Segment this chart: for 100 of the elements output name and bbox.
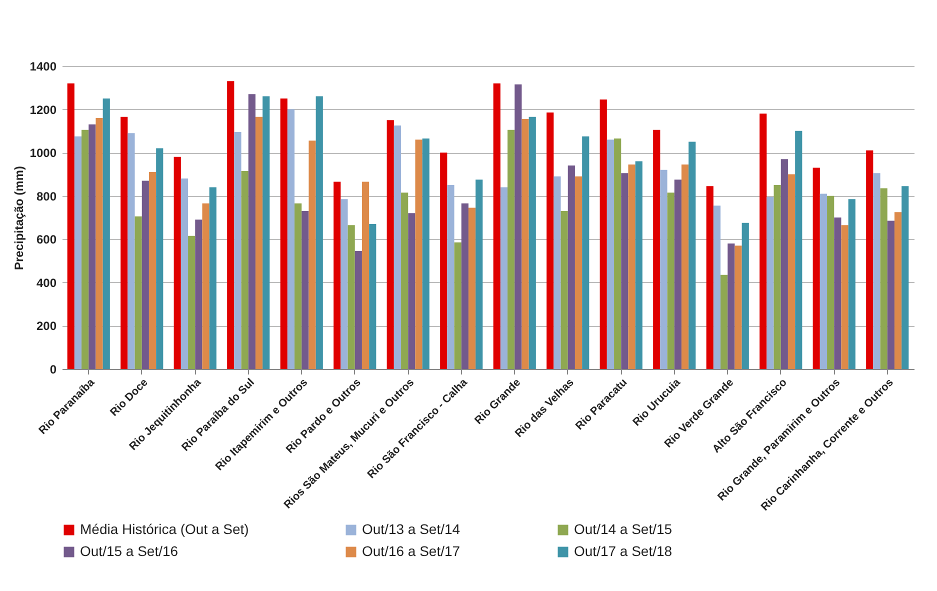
y-tick-label: 800 xyxy=(36,189,57,204)
bar xyxy=(369,224,376,369)
bar xyxy=(788,174,796,369)
bar xyxy=(880,188,888,369)
bar xyxy=(348,225,355,369)
bar xyxy=(174,156,181,369)
legend-label: Out/16 a Set/17 xyxy=(362,543,460,559)
y-tick-label: 1400 xyxy=(30,60,57,74)
bar xyxy=(780,159,788,369)
bar xyxy=(148,172,156,369)
bar xyxy=(734,246,742,369)
bar xyxy=(362,182,370,369)
bar xyxy=(422,138,430,369)
bar xyxy=(628,164,636,369)
y-tick-label: 400 xyxy=(36,276,57,290)
bar xyxy=(468,208,476,369)
bar xyxy=(440,152,448,369)
bar xyxy=(574,176,582,369)
bar xyxy=(302,211,309,369)
bar xyxy=(728,243,735,369)
bar xyxy=(415,140,422,369)
legend-label: Out/15 a Set/16 xyxy=(80,543,178,559)
bar xyxy=(308,140,316,369)
bar xyxy=(635,161,642,369)
bar xyxy=(454,242,462,369)
bar xyxy=(820,194,828,369)
bar xyxy=(848,199,856,369)
bar xyxy=(67,83,74,369)
bar xyxy=(386,120,394,369)
y-axis-title: Precipitação (mm) xyxy=(12,166,26,270)
bar xyxy=(262,96,270,369)
bar xyxy=(841,225,848,369)
bar xyxy=(688,142,696,369)
bar xyxy=(202,203,210,369)
bar xyxy=(546,112,554,369)
bar xyxy=(82,130,89,369)
bar xyxy=(621,173,628,369)
bar xyxy=(476,180,483,369)
bar xyxy=(156,148,164,369)
bar xyxy=(142,180,149,369)
bar xyxy=(493,83,500,369)
bar xyxy=(188,236,196,369)
bar xyxy=(554,176,561,369)
bar xyxy=(568,166,575,369)
bar xyxy=(102,98,110,369)
bar xyxy=(660,170,668,369)
bar xyxy=(766,196,774,369)
legend-label: Out/14 a Set/15 xyxy=(574,521,672,537)
bar xyxy=(180,178,188,369)
bar xyxy=(514,84,522,369)
bar xyxy=(681,164,689,369)
bar xyxy=(600,100,607,369)
bar xyxy=(834,218,842,369)
bar xyxy=(706,186,714,369)
bar xyxy=(334,182,341,369)
bar xyxy=(500,187,508,369)
bar xyxy=(255,116,263,369)
y-tick-label: 1000 xyxy=(30,146,57,160)
bar xyxy=(720,274,728,369)
bar xyxy=(280,98,288,369)
bar xyxy=(234,132,242,369)
legend-label: Média Histórica (Out a Set) xyxy=(80,521,249,537)
bar xyxy=(522,119,529,369)
bar xyxy=(209,187,216,369)
bar xyxy=(582,136,590,369)
bar xyxy=(88,124,96,369)
bar xyxy=(401,192,408,369)
bar xyxy=(667,192,674,369)
bar xyxy=(774,185,781,369)
bar xyxy=(227,81,234,369)
bar xyxy=(96,118,103,369)
bar xyxy=(447,185,454,369)
bar xyxy=(508,130,515,369)
bar xyxy=(394,126,402,369)
bar xyxy=(614,138,622,369)
bar xyxy=(128,133,135,369)
bar xyxy=(713,206,721,369)
bar xyxy=(887,220,894,369)
bar xyxy=(866,150,874,369)
bar xyxy=(195,220,202,369)
bar xyxy=(134,216,142,369)
bar xyxy=(653,130,660,369)
bar xyxy=(408,213,416,369)
bar xyxy=(674,180,682,369)
y-tick-label: 600 xyxy=(36,232,57,247)
bar xyxy=(287,109,295,369)
bar xyxy=(74,136,82,369)
y-tick-label: 0 xyxy=(50,362,57,376)
bar xyxy=(294,203,302,369)
bar xyxy=(560,211,568,369)
bar xyxy=(461,203,468,369)
bar xyxy=(894,212,902,369)
y-tick-label: 200 xyxy=(36,319,57,334)
legend-label: Out/17 a Set/18 xyxy=(574,543,672,559)
bar xyxy=(248,94,256,369)
bar xyxy=(528,116,536,369)
bar xyxy=(120,116,128,369)
bar xyxy=(316,96,323,369)
legend-label: Out/13 a Set/14 xyxy=(362,521,460,537)
bar xyxy=(812,168,820,369)
